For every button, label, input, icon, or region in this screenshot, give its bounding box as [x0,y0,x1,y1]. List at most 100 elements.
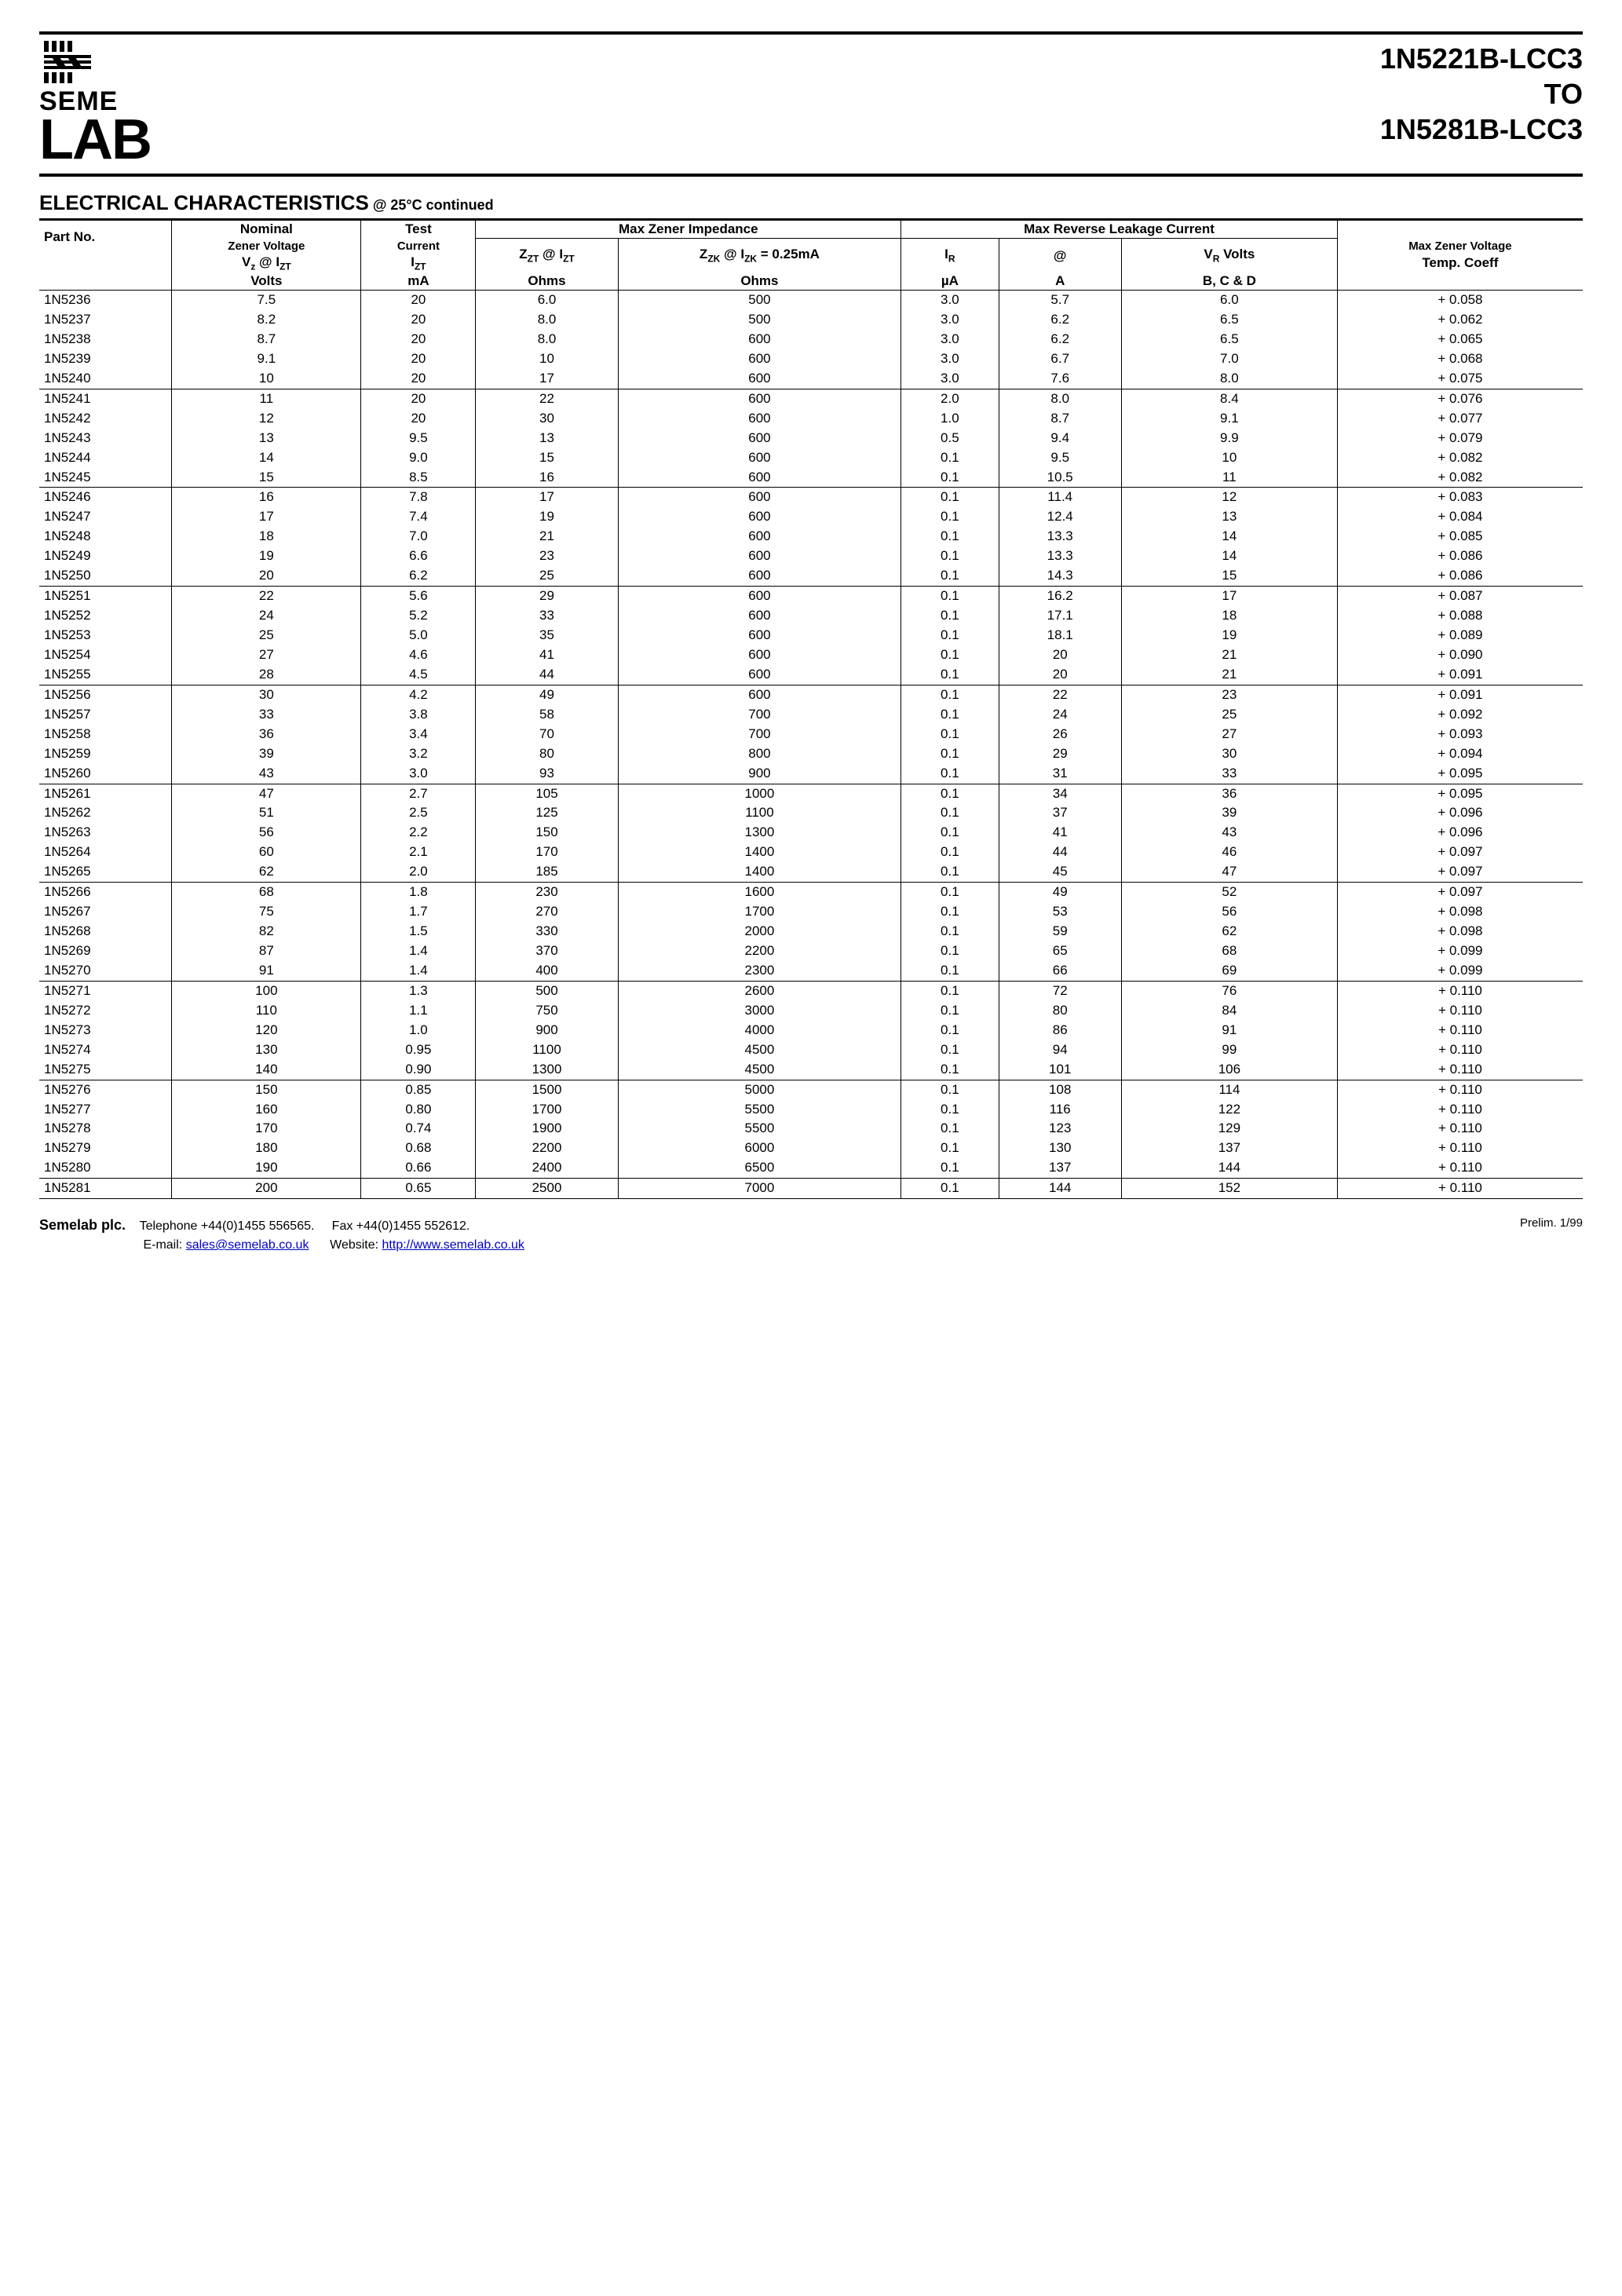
cell-vr: 11 [1121,468,1337,488]
cell-ir: 0.1 [901,1040,999,1060]
table-row: 1N5247177.4196000.112.413+ 0.084 [39,507,1583,527]
cell-vr: 152 [1121,1179,1337,1199]
cell-part-no: 1N5258 [39,725,172,744]
cell-part-no: 1N5252 [39,606,172,626]
cell-vz: 8.7 [172,330,361,349]
cell-at: 24 [999,705,1121,725]
cell-vz: 150 [172,1080,361,1099]
cell-zzt: 2200 [476,1139,618,1158]
cell-ir: 3.0 [901,369,999,389]
cell-zzk: 1400 [618,843,901,862]
cell-zzt: 22 [476,389,618,408]
footer-company: Semelab plc. [39,1217,126,1233]
cell-at: 12.4 [999,507,1121,527]
cell-ir: 0.1 [901,547,999,566]
cell-vr: 18 [1121,606,1337,626]
section-heading: ELECTRICAL CHARACTERISTICS @ 25°C contin… [39,191,1583,215]
cell-vz: 17 [172,507,361,527]
cell-vz: 25 [172,626,361,645]
footer-fax-label: Fax [332,1219,356,1233]
footer-web-link[interactable]: http://www.semelab.co.uk [382,1238,524,1252]
cell-izt: 20 [361,349,476,369]
cell-zzk: 800 [618,744,901,764]
cell-at: 86 [999,1021,1121,1040]
cell-tc: + 0.097 [1337,883,1583,902]
cell-part-no: 1N5245 [39,468,172,488]
col-nominal-h2: Zener Voltage [172,239,361,254]
cell-ir: 0.1 [901,587,999,606]
cell-zzt: 1700 [476,1100,618,1120]
cell-at: 8.0 [999,389,1121,408]
cell-zzk: 5500 [618,1100,901,1120]
cell-vz: 15 [172,468,361,488]
footer-email-link[interactable]: sales@semelab.co.uk [186,1238,309,1252]
cell-at: 14.3 [999,566,1121,586]
cell-ir: 0.5 [901,429,999,448]
cell-ir: 0.1 [901,744,999,764]
table-row: 1N5243139.5136000.59.49.9+ 0.079 [39,429,1583,448]
cell-ir: 3.0 [901,330,999,349]
cell-part-no: 1N5271 [39,981,172,1000]
cell-zzt: 15 [476,448,618,468]
cell-ir: 3.0 [901,291,999,310]
cell-ir: 0.1 [901,1080,999,1099]
cell-zzt: 93 [476,764,618,784]
cell-part-no: 1N5238 [39,330,172,349]
cell-vz: 39 [172,744,361,764]
col-zzk-unit: Ohms [618,272,901,291]
cell-at: 65 [999,941,1121,961]
cell-ir: 0.1 [901,527,999,547]
cell-vz: 110 [172,1001,361,1021]
cell-izt: 3.4 [361,725,476,744]
cell-part-no: 1N5249 [39,547,172,566]
title-line3: 1N5281B-LCC3 [1380,112,1583,147]
cell-part-no: 1N5248 [39,527,172,547]
table-row: 1N5265622.018514000.14547+ 0.097 [39,862,1583,882]
cell-izt: 7.4 [361,507,476,527]
cell-tc: + 0.110 [1337,1139,1583,1158]
cell-zzt: 80 [476,744,618,764]
cell-zzt: 330 [476,922,618,941]
cell-izt: 4.2 [361,685,476,704]
cell-ir: 0.1 [901,705,999,725]
cell-part-no: 1N5278 [39,1119,172,1139]
cell-vz: 30 [172,685,361,704]
footer-email-label: E-mail: [143,1238,185,1252]
cell-zzt: 13 [476,429,618,448]
cell-tc: + 0.092 [1337,705,1583,725]
cell-vr: 68 [1121,941,1337,961]
cell-tc: + 0.110 [1337,981,1583,1000]
cell-part-no: 1N5267 [39,902,172,922]
cell-at: 44 [999,843,1121,862]
cell-at: 18.1 [999,626,1121,645]
cell-at: 20 [999,665,1121,685]
cell-izt: 20 [361,310,476,330]
cell-ir: 0.1 [901,883,999,902]
cell-vr: 33 [1121,764,1337,784]
col-temp-h2: Temp. Coeff [1337,254,1583,272]
cell-zzt: 500 [476,981,618,1000]
cell-zzk: 1100 [618,803,901,823]
cell-zzk: 1400 [618,862,901,882]
cell-vr: 30 [1121,744,1337,764]
cell-part-no: 1N5241 [39,389,172,408]
cell-zzt: 400 [476,961,618,981]
cell-ir: 0.1 [901,1179,999,1199]
table-row: 1N5269871.437022000.16568+ 0.099 [39,941,1583,961]
cell-zzt: 125 [476,803,618,823]
table-row: 1N52812000.65250070000.1144152+ 0.110 [39,1179,1583,1199]
col-at-h: @ [999,239,1121,272]
cell-zzk: 700 [618,725,901,744]
cell-tc: + 0.110 [1337,1021,1583,1040]
cell-ir: 0.1 [901,645,999,665]
table-row: 1N5246167.8176000.111.412+ 0.083 [39,488,1583,507]
cell-zzk: 4500 [618,1040,901,1060]
table-row: 1N5253255.0356000.118.119+ 0.089 [39,626,1583,645]
cell-zzt: 1100 [476,1040,618,1060]
cell-vz: 130 [172,1040,361,1060]
col-leakage-head: Max Reverse Leakage Current [901,221,1338,239]
cell-zzk: 2000 [618,922,901,941]
cell-zzk: 600 [618,685,901,704]
cell-ir: 0.1 [901,981,999,1000]
cell-ir: 0.1 [901,725,999,744]
